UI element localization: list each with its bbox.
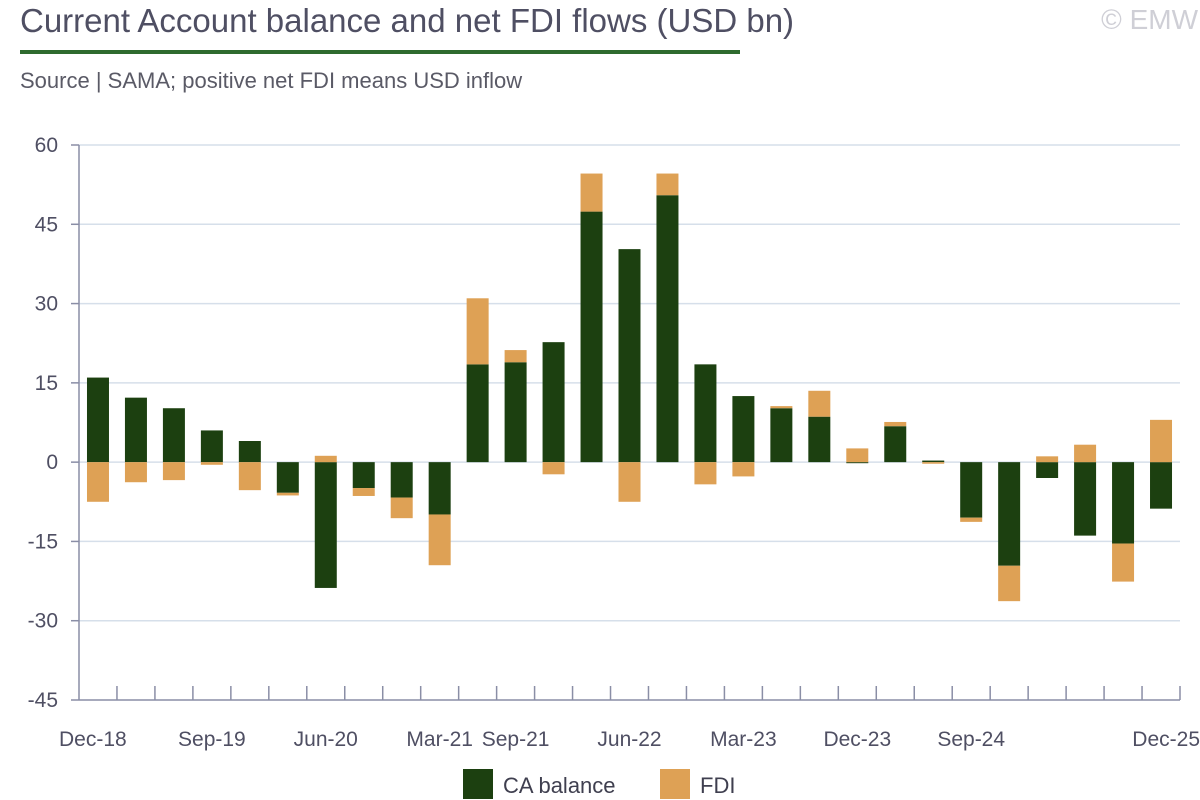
bar-fdi (580, 173, 603, 212)
bar-fdi (1112, 543, 1135, 582)
bar-ca-balance (1150, 462, 1173, 509)
bar-fdi (656, 173, 679, 196)
bar-ca-balance (1036, 462, 1059, 478)
bar-ca-balance (542, 342, 565, 463)
bar-ca-balance (1074, 462, 1097, 536)
bar-ca-balance (770, 408, 793, 463)
bar-ca-balance (200, 430, 223, 463)
bar-ca-balance (504, 362, 527, 463)
bar-fdi (884, 421, 907, 427)
chart-subtitle: Source | SAMA; positive net FDI means US… (20, 68, 523, 93)
bar-ca-balance (238, 441, 261, 463)
bar-fdi (124, 462, 147, 483)
x-tick-label: Sep-21 (482, 728, 550, 751)
x-tick-label: Mar-21 (406, 728, 473, 751)
y-tick-label: -30 (28, 610, 58, 633)
title-underline (20, 50, 740, 54)
bar-ca-balance (618, 249, 641, 463)
bar-ca-balance (428, 462, 451, 515)
y-tick-label: 15 (35, 372, 58, 395)
bar-fdi (390, 497, 413, 519)
bar-ca-balance (466, 364, 489, 463)
copyright-notice: © EMW (1101, 4, 1198, 35)
bar-fdi (846, 448, 869, 463)
bar-ca-balance (922, 460, 945, 463)
y-tick-label: 0 (46, 451, 58, 474)
bar-ca-balance (162, 408, 185, 463)
bar-ca-balance (808, 416, 831, 463)
bar-fdi (504, 350, 527, 363)
bar-ca-balance (732, 396, 755, 463)
bar-fdi (352, 488, 375, 496)
x-tick-label: Sep-19 (178, 728, 246, 751)
bar-fdi (428, 514, 451, 566)
y-tick-label: 60 (35, 134, 58, 157)
y-tick-label: -15 (28, 530, 58, 553)
bar-fdi (466, 298, 489, 365)
bar-fdi (998, 565, 1021, 602)
bar-fdi (770, 406, 793, 409)
bar-fdi (732, 462, 755, 477)
bar-ca-balance (656, 195, 679, 463)
bar-fdi (808, 390, 831, 417)
x-tick-label: Jun-22 (597, 728, 661, 751)
bar-ca-balance (694, 364, 717, 463)
bar-fdi (1036, 456, 1059, 463)
legend-swatch-fdi (660, 769, 690, 799)
bar-fdi (162, 462, 185, 481)
bar-fdi (314, 455, 337, 463)
bar-fdi (238, 462, 261, 491)
x-tick-label: Dec-18 (59, 728, 127, 751)
legend-label-fdi: FDI (700, 773, 735, 798)
bar-ca-balance (86, 377, 109, 463)
bar-ca-balance (124, 397, 147, 463)
bar-fdi (542, 462, 565, 475)
bar-ca-balance (960, 462, 983, 518)
bar-ca-balance (580, 211, 603, 463)
bar-ca-balance (276, 462, 299, 493)
bar-ca-balance (998, 462, 1021, 566)
y-tick-label: 30 (35, 293, 58, 316)
y-tick-label: 45 (35, 213, 58, 236)
bar-fdi (960, 517, 983, 522)
chart-title: Current Account balance and net FDI flow… (20, 2, 795, 39)
bar-fdi (276, 492, 299, 496)
legend-label-ca-balance: CA balance (503, 773, 616, 798)
bar-fdi (86, 462, 109, 502)
bar-fdi (1150, 419, 1173, 463)
legend-swatch-ca-balance (463, 769, 493, 799)
y-tick-label: -45 (28, 689, 58, 712)
legend: CA balance FDI (463, 769, 735, 799)
bar-fdi (618, 462, 641, 502)
x-tick-label: Mar-23 (710, 728, 777, 751)
bar-ca-balance (884, 426, 907, 463)
x-tick-label: Dec-23 (823, 728, 891, 751)
bar-fdi (694, 462, 717, 485)
bar-ca-balance (846, 462, 869, 464)
bar-fdi (200, 462, 223, 465)
bar-ca-balance (1112, 462, 1135, 544)
bar-ca-balance (352, 462, 375, 489)
bar-ca-balance (314, 462, 337, 588)
bars (86, 173, 1173, 602)
x-tick-label: Jun-20 (294, 728, 358, 751)
x-tick-label: Sep-24 (937, 728, 1005, 751)
bar-fdi (922, 462, 945, 464)
bar-ca-balance (390, 462, 413, 498)
bar-fdi (1074, 444, 1097, 463)
x-tick-label: Dec-25 (1132, 728, 1200, 751)
